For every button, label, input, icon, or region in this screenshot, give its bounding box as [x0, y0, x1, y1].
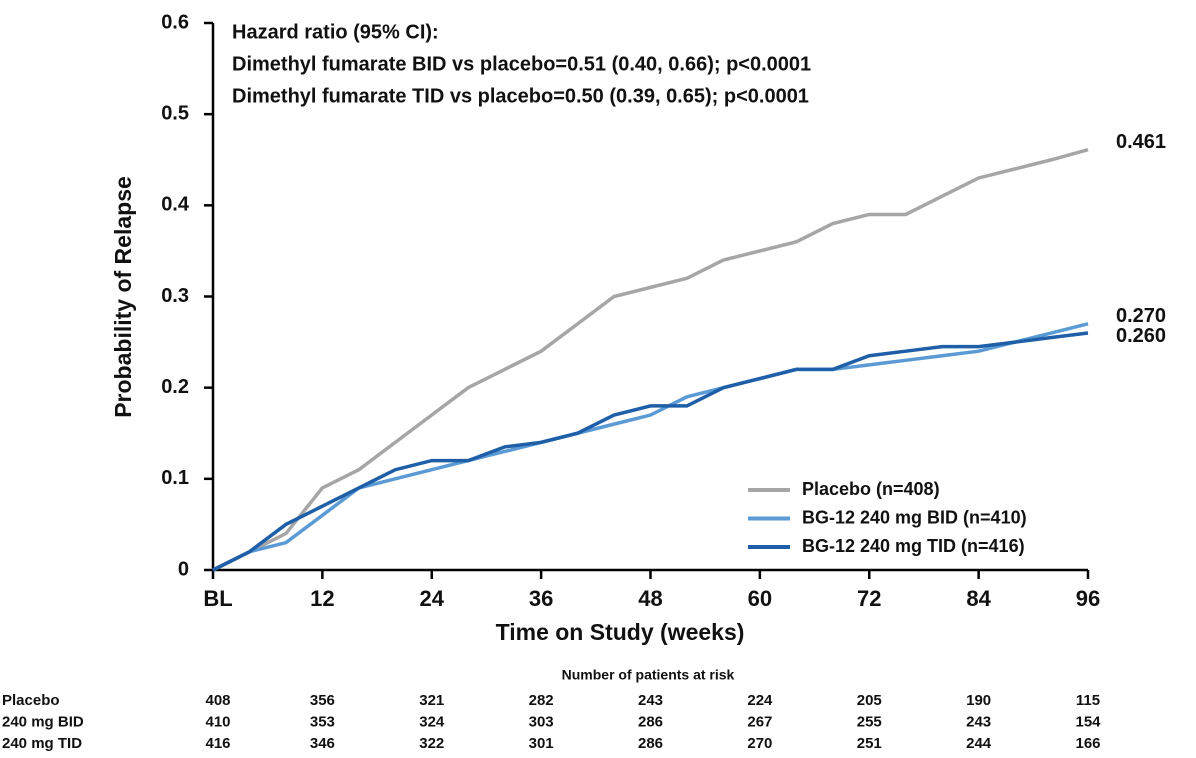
risk-table-title: Number of patients at risk	[562, 667, 735, 683]
legend-label: Placebo (n=408)	[802, 479, 940, 499]
y-tick-label: 0.5	[161, 102, 189, 124]
annotation: Dimethyl fumarate BID vs placebo=0.51 (0…	[232, 53, 811, 75]
legend-label: BG-12 240 mg TID (n=416)	[802, 536, 1025, 556]
risk-cell: 321	[419, 692, 444, 709]
risk-cell: 353	[310, 713, 335, 730]
risk-cell: 416	[205, 735, 230, 752]
risk-cell: 286	[638, 713, 663, 730]
risk-cell: 286	[638, 735, 663, 752]
y-tick-label: 0.4	[161, 194, 190, 216]
series-line	[212, 322, 1089, 572]
risk-cell: 324	[419, 713, 445, 730]
series-line	[212, 148, 1089, 572]
risk-cell: 115	[1076, 692, 1100, 709]
y-tick-label: 0.2	[161, 376, 189, 398]
risk-cell: 154	[1075, 713, 1101, 730]
end-label: 0.461	[1116, 131, 1166, 153]
x-tick-label: 48	[638, 586, 662, 611]
x-tick-label: 24	[420, 586, 445, 611]
risk-cell: 205	[857, 692, 882, 709]
annotation: Hazard ratio (95% CI):	[232, 21, 439, 43]
y-tick-label: 0.6	[161, 11, 189, 33]
end-label: 0.260	[1116, 325, 1166, 347]
x-axis-title: Time on Study (weeks)	[496, 619, 745, 645]
risk-cell: 408	[205, 692, 230, 709]
y-tick-label: 0	[178, 558, 189, 580]
series-line	[212, 331, 1089, 572]
risk-cell: 303	[529, 713, 554, 730]
risk-cell: 190	[966, 692, 991, 709]
risk-cell: 346	[310, 735, 335, 752]
x-tick-label: 72	[857, 586, 881, 611]
risk-row-label: 240 mg BID	[2, 713, 84, 730]
risk-cell: 243	[638, 692, 663, 709]
risk-row-label: Placebo	[2, 692, 60, 709]
risk-cell: 251	[857, 735, 882, 752]
x-tick-label: BL	[203, 586, 232, 611]
y-tick-label: 0.3	[161, 285, 189, 307]
y-tick-label: 0.1	[161, 467, 189, 489]
risk-cell: 301	[529, 735, 554, 752]
risk-cell: 243	[966, 713, 991, 730]
risk-cell: 244	[966, 735, 992, 752]
annotation: Dimethyl fumarate TID vs placebo=0.50 (0…	[232, 85, 809, 107]
x-tick-label: 84	[966, 586, 991, 611]
risk-cell: 282	[529, 692, 554, 709]
end-label: 0.270	[1116, 305, 1166, 327]
risk-cell: 224	[747, 692, 773, 709]
x-tick-label: 36	[529, 586, 553, 611]
risk-cell: 270	[747, 735, 772, 752]
x-tick-label: 12	[310, 586, 334, 611]
y-axis-title: Probability of Relapse	[110, 176, 136, 418]
risk-cell: 322	[419, 735, 444, 752]
x-tick-label: 60	[748, 586, 772, 611]
legend-label: BG-12 240 mg BID (n=410)	[802, 507, 1027, 527]
risk-cell: 166	[1075, 735, 1100, 752]
risk-cell: 410	[205, 713, 230, 730]
risk-cell: 255	[857, 713, 882, 730]
risk-row-label: 240 mg TID	[2, 735, 82, 752]
risk-cell: 267	[747, 713, 772, 730]
x-tick-label: 96	[1076, 586, 1100, 611]
risk-cell: 356	[310, 692, 335, 709]
